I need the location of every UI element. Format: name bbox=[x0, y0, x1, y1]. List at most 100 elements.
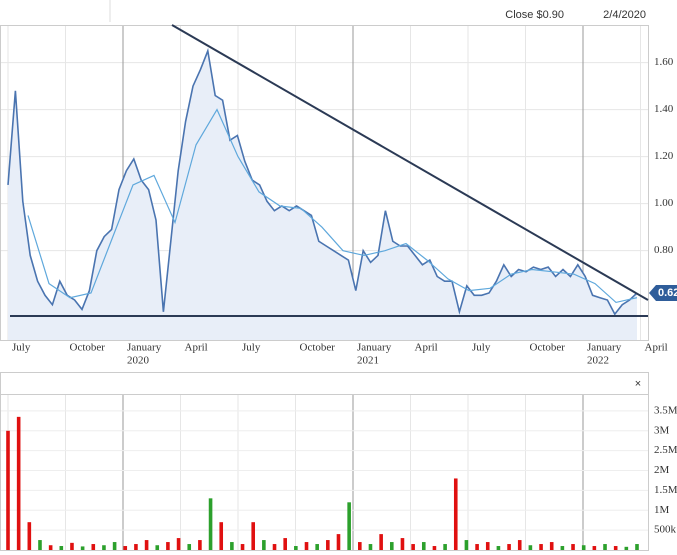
price-area bbox=[8, 50, 637, 341]
volume-bar bbox=[272, 544, 277, 550]
volume-bar bbox=[432, 546, 437, 550]
y-tick-label: 2.5M bbox=[654, 444, 677, 456]
volume-bar bbox=[70, 542, 74, 550]
x-tick-label: January bbox=[127, 342, 162, 354]
volume-bar bbox=[368, 544, 373, 550]
volume-bar bbox=[16, 416, 21, 550]
volume-bar bbox=[603, 544, 607, 550]
volume-bar bbox=[38, 540, 42, 550]
volume-bar bbox=[262, 540, 266, 550]
volume-bar bbox=[635, 544, 639, 550]
y-tick-label: 0.80 bbox=[654, 244, 674, 256]
volume-bar bbox=[187, 544, 192, 550]
volume-bar bbox=[475, 544, 479, 550]
y-tick-label: 3.5M bbox=[654, 404, 677, 416]
volume-bar bbox=[517, 540, 522, 550]
volume-bar bbox=[347, 502, 351, 550]
volume-bar bbox=[453, 478, 458, 550]
volume-bar bbox=[315, 544, 319, 550]
volume-bar bbox=[166, 542, 170, 550]
volume-bar bbox=[294, 546, 298, 550]
volume-bar bbox=[624, 546, 629, 550]
x-tick-label: April bbox=[185, 342, 208, 354]
volume-bar bbox=[91, 544, 96, 550]
volume-bar bbox=[208, 498, 213, 550]
volume-bar bbox=[59, 546, 64, 550]
x-tick-year: 2020 bbox=[127, 355, 150, 367]
volume-bar bbox=[198, 540, 202, 550]
x-tick-label: October bbox=[530, 342, 566, 354]
volume-bar bbox=[485, 542, 490, 550]
volume-bar bbox=[443, 544, 447, 550]
current-value-label: 0.62 bbox=[658, 287, 677, 299]
volume-bar bbox=[592, 546, 597, 550]
volume-bar bbox=[549, 542, 554, 550]
volume-bar bbox=[496, 546, 501, 550]
moving-average-line bbox=[27, 108, 638, 304]
volume-bar bbox=[176, 538, 181, 550]
volume-bar bbox=[155, 545, 160, 550]
volume-bar bbox=[230, 542, 234, 550]
close-label: Close $0.90 bbox=[505, 9, 564, 21]
volume-bar bbox=[358, 542, 362, 550]
y-tick-label: 1.40 bbox=[654, 103, 674, 115]
x-tick-label: January bbox=[357, 342, 392, 354]
y-tick-label: 2M bbox=[654, 464, 670, 476]
volume-bar bbox=[464, 540, 469, 550]
x-tick-year: 2021 bbox=[357, 355, 379, 367]
volume-bar bbox=[581, 545, 586, 550]
y-tick-label: 1.00 bbox=[654, 197, 674, 209]
volume-bar bbox=[144, 540, 149, 550]
volume-bar bbox=[6, 430, 10, 550]
volume-bar bbox=[123, 546, 128, 550]
volume-bar bbox=[421, 542, 426, 550]
volume-bar bbox=[48, 545, 53, 550]
volume-bar bbox=[326, 540, 330, 550]
volume-bar bbox=[379, 534, 383, 550]
volume-bar bbox=[219, 522, 224, 550]
close-button[interactable]: × bbox=[635, 378, 641, 390]
volume-bar bbox=[613, 546, 618, 550]
x-tick-label: October bbox=[70, 342, 106, 354]
volume-bar bbox=[112, 542, 117, 550]
x-tick-label: April bbox=[645, 342, 668, 354]
x-tick-label: January bbox=[587, 342, 622, 354]
x-tick-label: July bbox=[472, 342, 491, 354]
volume-bar bbox=[80, 546, 85, 550]
volume-header bbox=[0, 372, 649, 395]
volume-bar bbox=[251, 522, 256, 550]
volume-bar bbox=[528, 545, 533, 550]
volume-bar bbox=[240, 544, 245, 550]
y-tick-label: 500k bbox=[654, 524, 677, 536]
x-tick-year: 2022 bbox=[587, 355, 609, 367]
price-line bbox=[7, 47, 638, 316]
x-tick-label: April bbox=[415, 342, 438, 354]
x-tick-label: October bbox=[300, 342, 336, 354]
y-tick-label: 3M bbox=[654, 424, 670, 436]
volume-bar bbox=[411, 544, 415, 550]
volume-bar bbox=[283, 538, 287, 550]
volume-panel bbox=[0, 394, 649, 551]
y-tick-label: 1.5M bbox=[654, 484, 677, 496]
date-label: 2/4/2020 bbox=[603, 9, 646, 21]
trend-line bbox=[171, 24, 649, 301]
x-tick-label: July bbox=[12, 342, 31, 354]
volume-bar bbox=[507, 544, 511, 550]
volume-bar bbox=[102, 545, 106, 550]
current-value-tag bbox=[649, 284, 677, 301]
volume-bar bbox=[539, 544, 543, 550]
volume-bar bbox=[560, 546, 565, 550]
volume-bar bbox=[27, 522, 32, 550]
price-panel bbox=[0, 25, 649, 341]
y-tick-label: 1M bbox=[654, 504, 670, 516]
y-tick-label: 1.20 bbox=[654, 150, 674, 162]
volume-bar bbox=[304, 542, 309, 550]
volume-bar bbox=[400, 538, 405, 550]
volume-bar bbox=[571, 544, 575, 550]
volume-bar bbox=[134, 544, 138, 550]
y-tick-label: 1.60 bbox=[654, 56, 674, 68]
volume-bar bbox=[336, 534, 341, 550]
volume-bar bbox=[389, 542, 394, 550]
x-tick-label: July bbox=[242, 342, 261, 354]
